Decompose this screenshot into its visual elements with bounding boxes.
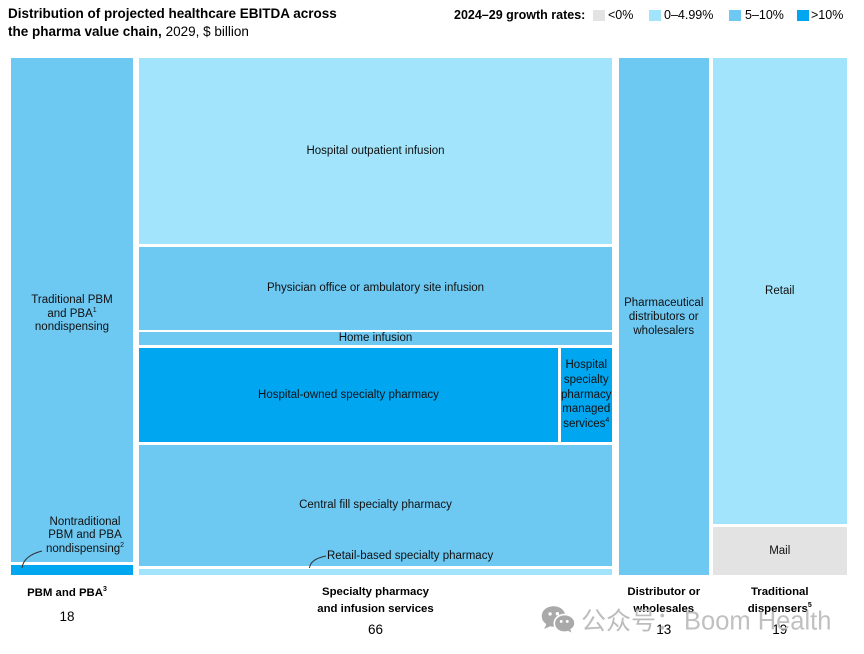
svg-text:Boom Health: Boom Health xyxy=(684,608,831,636)
